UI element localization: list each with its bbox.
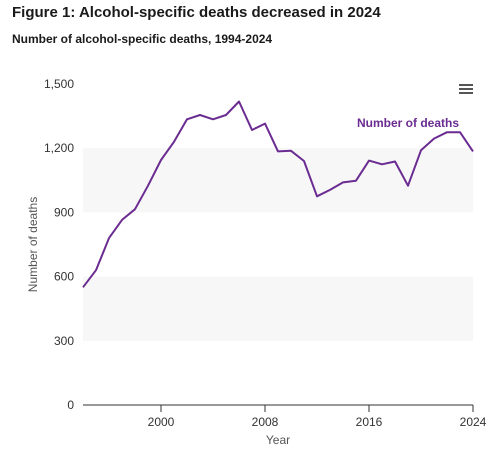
x-axis-title: Year: [266, 433, 290, 447]
figure-title: Figure 1: Alcohol-specific deaths decrea…: [12, 4, 381, 21]
grid-band: [83, 148, 473, 213]
x-tick-label: 2016: [356, 415, 383, 429]
x-axis-ticks: 2000 2008 2016 2024: [148, 405, 487, 429]
hamburger-menu-icon[interactable]: [459, 84, 473, 96]
plot-background-bands: [83, 148, 473, 341]
grid-band: [83, 276, 473, 341]
series-group: [82, 100, 474, 288]
y-tick-label: 300: [54, 334, 74, 348]
y-axis-ticks: 0 300 600 900 1,200 1,500: [44, 77, 74, 412]
y-tick-label: 0: [67, 398, 74, 412]
y-axis-title: Number of deaths: [26, 197, 40, 292]
x-tick-label: 2024: [460, 415, 487, 429]
series-line-0: [82, 100, 474, 288]
x-tick-label: 2000: [148, 415, 175, 429]
y-tick-label: 1,200: [44, 141, 74, 155]
series-label-number-of-deaths: Number of deaths: [357, 116, 459, 130]
y-tick-label: 1,500: [44, 77, 74, 91]
figure-subtitle: Number of alcohol-specific deaths, 1994-…: [12, 32, 273, 46]
y-tick-label: 900: [54, 205, 74, 219]
x-tick-label: 2008: [252, 415, 279, 429]
y-tick-label: 600: [54, 270, 74, 284]
